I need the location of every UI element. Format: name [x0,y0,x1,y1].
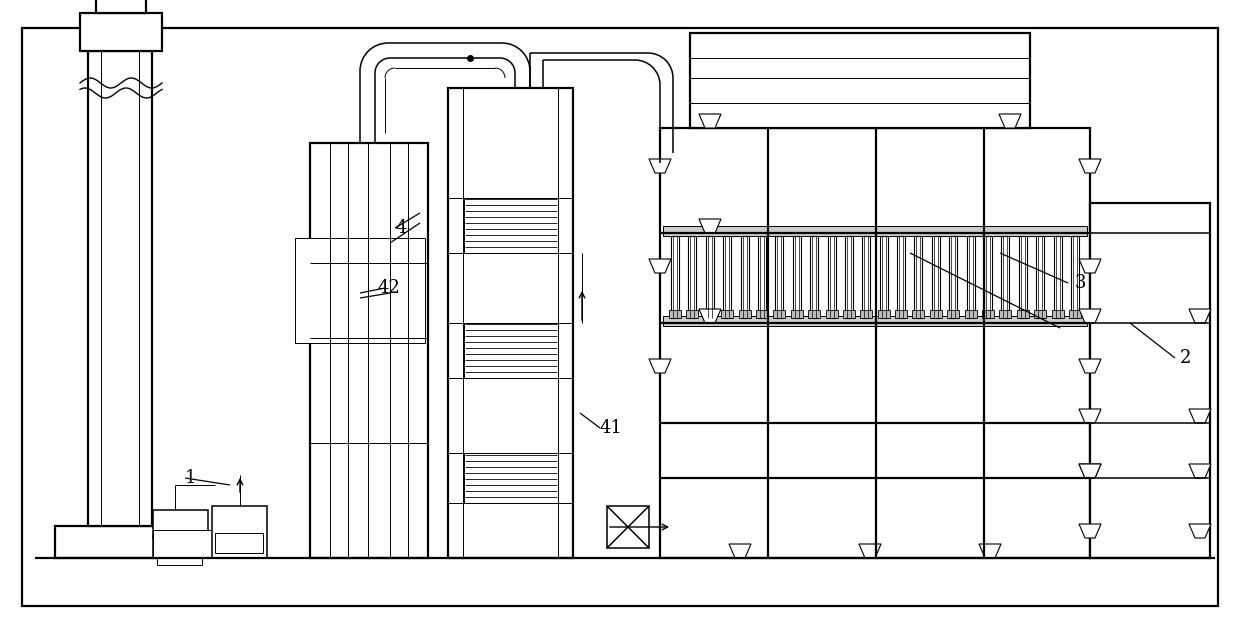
Bar [88,51,153,526]
Bar [704,310,715,318]
Bar [157,557,202,565]
Bar [999,310,1012,318]
Text: 2: 2 [1180,349,1192,367]
Polygon shape [699,309,720,323]
Polygon shape [699,114,720,128]
Bar [897,236,905,318]
Bar [706,236,714,318]
Bar [722,310,733,318]
Bar [756,310,768,318]
Bar [153,510,208,538]
Bar [985,236,992,318]
Polygon shape [1079,309,1101,323]
Polygon shape [999,114,1021,128]
Polygon shape [1079,464,1101,478]
Bar [157,535,202,543]
Polygon shape [1189,409,1211,423]
Bar [81,13,162,51]
Bar [295,238,425,343]
Bar [947,310,960,318]
Bar [464,198,558,253]
Polygon shape [649,359,671,373]
Bar [774,310,785,318]
Polygon shape [859,544,880,558]
Bar [878,310,889,318]
Bar [153,536,208,558]
Bar [671,236,680,318]
Bar [723,236,732,318]
Polygon shape [1079,409,1101,423]
Polygon shape [1189,524,1211,538]
Polygon shape [1079,159,1101,173]
Bar [663,226,1087,236]
Bar [950,236,957,318]
Polygon shape [1079,259,1101,273]
Bar [861,310,872,318]
Bar [55,526,185,558]
Bar [982,310,994,318]
Bar [1071,236,1079,318]
Bar [1037,236,1044,318]
Bar [688,236,697,318]
Bar [1052,310,1064,318]
Text: 1: 1 [185,469,196,487]
Bar [153,530,213,558]
Text: 41: 41 [600,419,622,437]
Text: 3: 3 [1075,274,1086,292]
Bar [212,506,267,558]
Bar [448,88,573,558]
Polygon shape [649,159,671,173]
Text: 4: 4 [396,219,407,237]
Bar [967,236,975,318]
Bar [879,236,888,318]
Polygon shape [1079,464,1101,478]
Bar [608,506,649,548]
Bar [95,0,146,13]
Polygon shape [729,544,751,558]
Bar [215,533,263,553]
Polygon shape [1079,524,1101,538]
Bar [810,236,818,318]
Bar [670,310,681,318]
Bar [1002,236,1009,318]
Polygon shape [1189,309,1211,323]
Bar [464,453,558,503]
Bar [843,310,854,318]
Bar [687,310,698,318]
Bar [660,128,1090,558]
Polygon shape [980,544,1001,558]
Bar [1019,236,1027,318]
Polygon shape [699,219,720,233]
Bar [808,310,820,318]
Bar [791,310,802,318]
Bar [792,236,801,318]
Bar [913,310,925,318]
Bar [895,310,908,318]
Bar [739,310,750,318]
Polygon shape [1079,359,1101,373]
Polygon shape [649,259,671,273]
Bar [932,236,940,318]
Bar [1034,310,1047,318]
Bar [1054,236,1061,318]
Bar [740,236,749,318]
Bar [1069,310,1081,318]
Bar [464,323,558,378]
Bar [310,143,428,558]
Bar [1017,310,1029,318]
Bar [758,236,766,318]
Bar [862,236,870,318]
Bar [930,310,942,318]
Bar [844,236,853,318]
Polygon shape [1189,464,1211,478]
Bar [827,236,836,318]
Bar [826,310,837,318]
Bar [1090,203,1210,558]
Bar [775,236,784,318]
Bar [914,236,923,318]
Text: 42: 42 [378,279,401,297]
Bar [965,310,977,318]
Bar [689,33,1030,128]
Bar [663,316,1087,326]
